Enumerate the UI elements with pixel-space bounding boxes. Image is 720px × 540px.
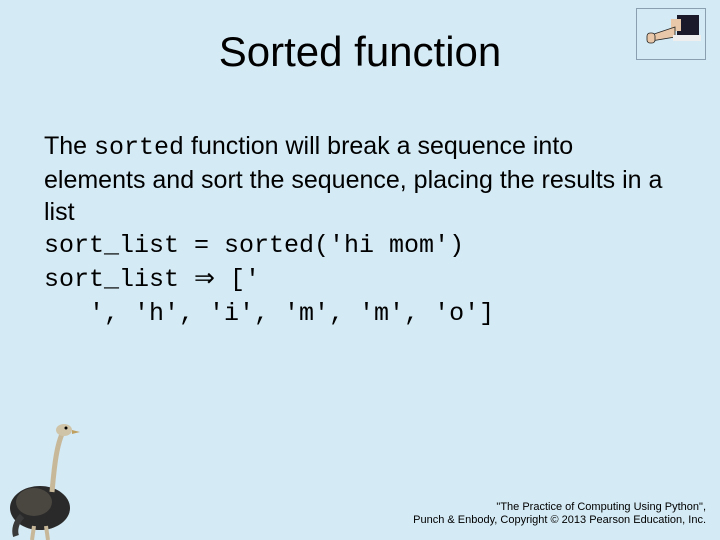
- slide-footer: "The Practice of Computing Using Python"…: [413, 501, 706, 529]
- slide-body: The sorted function will break a sequenc…: [44, 130, 676, 330]
- code-line-1: sort_list = sorted('hi mom'): [44, 231, 464, 260]
- intro-text-1: The: [44, 132, 94, 160]
- arrow-symbol: ⇒: [194, 264, 215, 292]
- footer-line-1: "The Practice of Computing Using Python"…: [413, 501, 706, 515]
- footer-line-2: Punch & Enbody, Copyright © 2013 Pearson…: [413, 514, 706, 528]
- pointing-hand-icon: [636, 8, 706, 60]
- code-line-3: ', 'h', 'i', 'm', 'm', 'o']: [44, 299, 494, 328]
- slide-title: Sorted function: [0, 0, 720, 76]
- ostrich-icon: [0, 420, 90, 540]
- code-line-2b: [': [215, 265, 260, 294]
- code-line-2a: sort_list: [44, 265, 194, 294]
- intro-code-sorted: sorted: [94, 133, 184, 162]
